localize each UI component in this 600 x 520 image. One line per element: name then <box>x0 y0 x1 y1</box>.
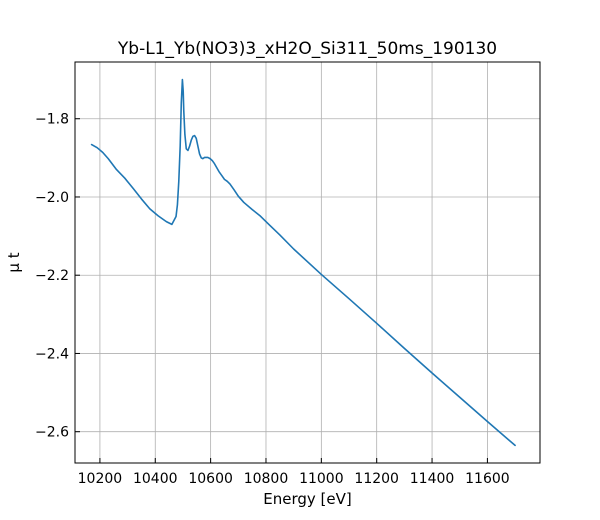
x-axis-label: Energy [eV] <box>263 490 351 508</box>
x-tick-label: 10800 <box>244 471 289 487</box>
x-tick-label: 10200 <box>78 471 123 487</box>
series-line <box>90 78 516 447</box>
grid <box>75 62 540 463</box>
ticks: 10200 10400 10600 10800 11000 11200 11400 11600… <box>35 112 510 487</box>
x-tick-label: 10400 <box>133 471 178 487</box>
y-tick-label: −2.4 <box>35 346 69 362</box>
chart-title: Yb-L1_Yb(NO3)3_xH2O_Si311_50ms_190130 <box>117 39 497 59</box>
x-tick-label: 11600 <box>465 471 510 487</box>
y-tick-label: −2.0 <box>35 190 69 206</box>
y-tick-label: −2.2 <box>35 268 69 284</box>
y-axis-label: μ t <box>5 252 23 272</box>
series-layer <box>90 78 516 447</box>
x-tick-label: 10600 <box>188 471 233 487</box>
x-tick-label: 11000 <box>299 471 344 487</box>
y-tick-label: −2.6 <box>35 425 69 441</box>
x-tick-label: 11200 <box>354 471 399 487</box>
plot-frame <box>74 61 541 464</box>
x-tick-label: 11400 <box>410 471 455 487</box>
y-tick-label: −1.8 <box>35 112 69 128</box>
